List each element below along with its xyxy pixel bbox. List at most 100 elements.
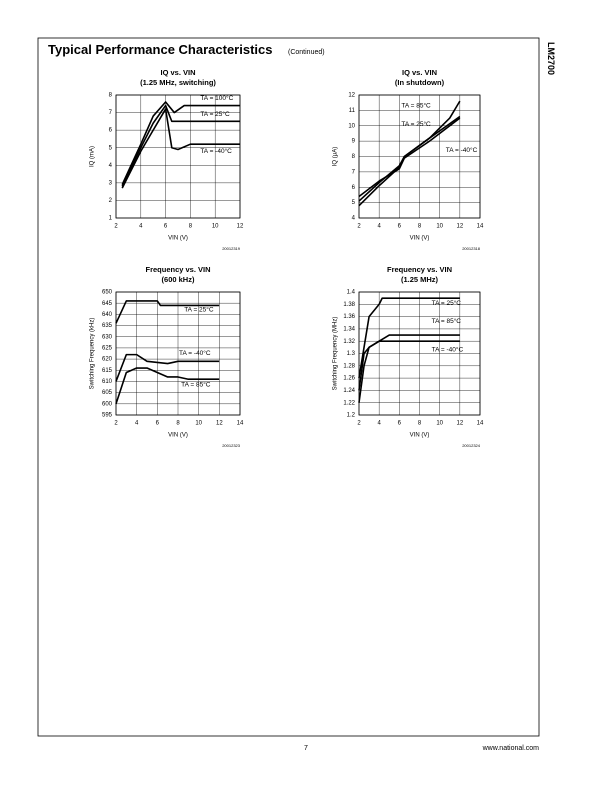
page-subtitle: (Continued): [288, 49, 325, 56]
series-label: TA = -40°C: [432, 346, 464, 354]
footer-url: www.national.com: [482, 745, 540, 752]
y-tick-label: 605: [102, 390, 113, 396]
y-axis-label: IQ (µA): [333, 147, 339, 166]
y-axis-label: IQ (mA): [90, 146, 96, 167]
y-tick-label: 1: [109, 216, 113, 222]
x-tick-label: 2: [114, 421, 118, 427]
y-tick-label: 4: [352, 216, 356, 222]
y-tick-label: 11: [349, 108, 356, 114]
y-tick-label: 9: [352, 139, 356, 145]
series-label: TA = 25°C: [432, 299, 462, 307]
x-tick-label: 6: [398, 224, 402, 230]
series-label: TA = 25°C: [401, 120, 431, 128]
figure-code: 20012323: [222, 443, 241, 448]
y-tick-label: 6: [352, 185, 356, 191]
x-tick-label: 4: [377, 224, 381, 230]
y-tick-label: 3: [109, 180, 113, 186]
y-tick-label: 7: [109, 110, 113, 116]
x-tick-label: 2: [357, 421, 361, 427]
y-tick-label: 4: [109, 163, 113, 169]
y-tick-label: 620: [102, 357, 113, 363]
x-tick-label: 10: [436, 224, 443, 230]
series-line: [115, 353, 220, 382]
y-tick-label: 1.4: [347, 290, 356, 296]
figure-code: 20012318: [462, 246, 481, 251]
series-line: [358, 100, 461, 202]
series-line: [358, 117, 461, 198]
y-tick-label: 1.2: [347, 413, 356, 419]
y-tick-label: 1.38: [343, 302, 355, 308]
x-tick-label: 10: [195, 421, 202, 427]
x-axis-label: VIN (V): [410, 236, 430, 242]
y-tick-label: 630: [102, 334, 113, 340]
y-tick-label: 1.32: [343, 339, 355, 345]
y-tick-label: 6: [109, 128, 113, 134]
figure-code: 20012319: [222, 246, 241, 251]
chart-title: IQ vs. VIN: [160, 68, 195, 77]
series-line: [121, 104, 240, 187]
series-line: [121, 101, 240, 185]
y-tick-label: 1.36: [343, 314, 355, 320]
y-tick-label: 1.22: [343, 400, 355, 406]
series-line: [358, 297, 460, 379]
x-tick-label: 8: [418, 421, 422, 427]
series-line: [115, 300, 220, 324]
y-tick-label: 5: [352, 200, 356, 206]
x-axis-label: VIN (V): [410, 433, 430, 439]
y-tick-label: 650: [102, 290, 113, 296]
x-tick-label: 4: [377, 421, 381, 427]
y-tick-label: 640: [102, 312, 113, 318]
x-tick-label: 12: [237, 224, 244, 230]
y-tick-label: 610: [102, 379, 113, 385]
y-tick-label: 5: [109, 145, 113, 151]
series-label: TA = -40°C: [446, 146, 478, 154]
x-tick-label: 2: [114, 224, 118, 230]
series-label: TA = 25°C: [184, 306, 214, 314]
y-tick-label: 645: [102, 301, 113, 307]
x-tick-label: 14: [477, 224, 484, 230]
y-axis-label: Switching Frequency (kHz): [90, 318, 96, 390]
y-tick-label: 1.3: [347, 351, 356, 357]
y-tick-label: 1.28: [343, 363, 355, 369]
chart-subtitle: (600 kHz): [162, 275, 195, 284]
y-tick-label: 8: [109, 93, 113, 99]
series-line: [121, 108, 240, 189]
x-tick-label: 6: [398, 421, 402, 427]
series-line: [115, 367, 220, 405]
page-title: Typical Performance Characteristics: [48, 42, 272, 57]
series-label: TA = 25°C: [200, 110, 230, 118]
y-tick-label: 625: [102, 345, 113, 351]
series-label: TA = 85°C: [401, 101, 431, 109]
y-axis-label: Switching Frequency (MHz): [333, 317, 339, 391]
y-tick-label: 1.24: [343, 388, 355, 394]
x-tick-label: 12: [456, 421, 463, 427]
series-label: TA = 85°C: [432, 317, 462, 325]
y-tick-label: 600: [102, 401, 113, 407]
chart-title: Frequency vs. VIN: [387, 265, 452, 274]
y-tick-label: 8: [352, 154, 356, 160]
series-label: TA = -40°C: [179, 349, 211, 357]
y-tick-label: 615: [102, 368, 113, 374]
y-tick-label: 7: [352, 169, 356, 175]
chart-title: Frequency vs. VIN: [145, 265, 210, 274]
y-tick-label: 2: [109, 198, 113, 204]
x-tick-label: 4: [135, 421, 139, 427]
frame: [37, 37, 540, 737]
x-tick-label: 2: [357, 224, 361, 230]
x-tick-label: 14: [477, 421, 484, 427]
chart-subtitle: (1.25 MHz, switching): [140, 78, 216, 87]
x-axis-label: VIN (V): [168, 236, 188, 242]
chart-subtitle: (In shutdown): [395, 78, 445, 87]
series-line: [358, 340, 460, 403]
y-tick-label: 595: [102, 413, 113, 419]
x-tick-label: 8: [189, 224, 193, 230]
x-tick-label: 8: [176, 421, 180, 427]
y-tick-label: 10: [348, 123, 355, 129]
figure-code: 20012324: [462, 443, 481, 448]
x-tick-label: 10: [212, 224, 219, 230]
page-number: 7: [304, 745, 308, 752]
y-tick-label: 1.26: [343, 376, 355, 382]
x-tick-label: 6: [156, 421, 160, 427]
series-label: TA = 85°C: [181, 381, 211, 389]
